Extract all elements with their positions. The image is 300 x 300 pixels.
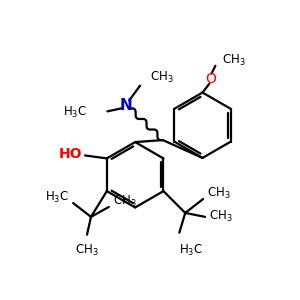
Text: CH$_3$: CH$_3$ <box>150 70 174 85</box>
Text: CH$_3$: CH$_3$ <box>75 243 99 258</box>
Text: H$_3$C: H$_3$C <box>64 105 88 120</box>
Text: H$_3$C: H$_3$C <box>179 243 203 258</box>
Text: CH$_3$: CH$_3$ <box>209 209 233 224</box>
Text: CH$_3$: CH$_3$ <box>222 53 246 68</box>
Text: HO: HO <box>58 148 82 161</box>
Text: H$_3$C: H$_3$C <box>45 190 69 205</box>
Text: O: O <box>205 72 216 86</box>
Text: CH$_3$: CH$_3$ <box>113 194 136 208</box>
Text: CH$_3$: CH$_3$ <box>207 185 231 201</box>
Text: N: N <box>120 98 133 113</box>
